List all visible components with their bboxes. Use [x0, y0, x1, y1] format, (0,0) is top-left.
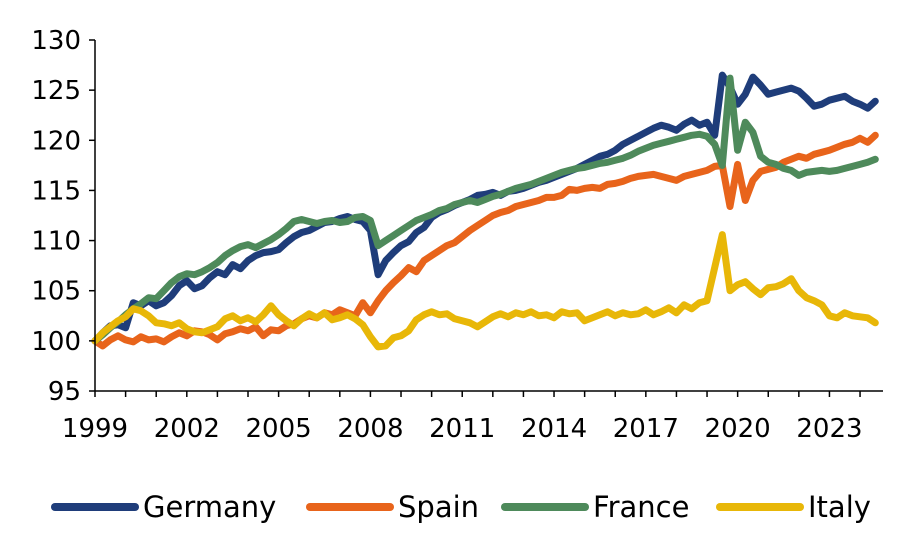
legend-label-germany: Germany	[143, 490, 276, 524]
x-tick-label: 2020	[705, 414, 771, 444]
legend-label-spain: Spain	[398, 490, 479, 524]
series-line-spain	[91, 131, 879, 350]
axes: 95 100 105 110 115 120 125 130 1999 2002 2005 2008 2…	[31, 26, 883, 444]
legend-label-france: France	[593, 490, 689, 524]
legend: Germany Spain France Italy	[51, 490, 871, 524]
y-tick-label: 110	[31, 227, 81, 257]
x-tick-label: 2017	[613, 414, 679, 444]
legend-label-italy: Italy	[808, 490, 871, 524]
x-tick-label: 2008	[337, 414, 403, 444]
y-tick-label: 100	[31, 327, 81, 357]
y-tick-label: 105	[31, 277, 81, 307]
y-tick-label: 115	[31, 176, 81, 206]
x-tick-label: 2005	[246, 414, 312, 444]
plot-area	[91, 71, 879, 351]
y-tick-label: 120	[31, 126, 81, 156]
x-tick-label: 1999	[62, 414, 128, 444]
series-line-italy	[91, 231, 879, 351]
x-tick-label: 2002	[154, 414, 220, 444]
y-tick-label: 125	[31, 76, 81, 106]
series-line-france	[91, 74, 879, 345]
x-tick-label: 2014	[521, 414, 587, 444]
y-tick-label: 130	[31, 26, 81, 56]
x-tick-label: 2023	[796, 414, 862, 444]
y-tick-label: 95	[48, 377, 81, 407]
series-line-germany	[91, 71, 879, 345]
x-tick-label: 2011	[429, 414, 495, 444]
